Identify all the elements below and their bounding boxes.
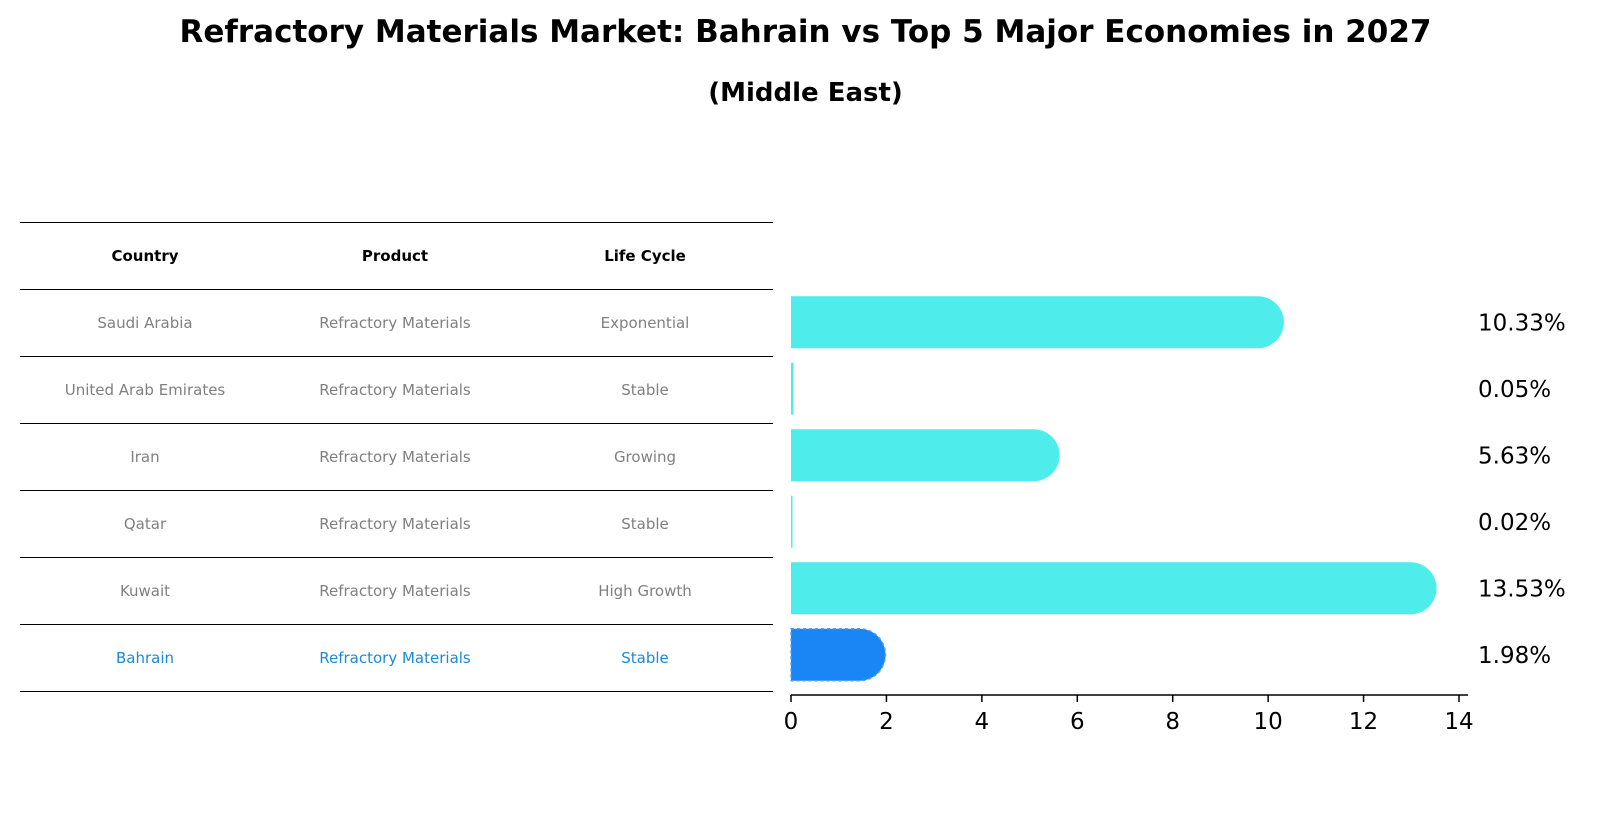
cell-country: Qatar [123,515,167,533]
bar [791,296,1284,349]
chart-title: Refractory Materials Market: Bahrain vs … [179,14,1432,50]
chart-subtitle: (Middle East) [708,78,903,108]
table-header-row: Country Product Life Cycle [20,222,773,289]
table-row: United Arab Emirates Refractory Material… [20,356,773,423]
bar [791,429,1060,482]
table-row: Kuwait Refractory Materials High Growth [20,557,773,624]
header-country: Country [111,247,179,265]
bar-value-label: 10.33% [1478,310,1566,336]
cell-life-cycle: Exponential [600,314,690,332]
x-tick-label: 4 [975,709,990,735]
bar-highlighted [790,628,887,682]
bar [791,495,793,548]
bar-value-label: 0.05% [1478,377,1551,403]
header-life-cycle: Life Cycle [604,247,686,265]
header-product: Product [361,247,429,265]
cell-product: Refractory Materials [319,649,471,667]
table-row: Iran Refractory Materials Growing [20,423,773,490]
cell-country: United Arab Emirates [64,381,226,399]
x-tick-label: 6 [1070,709,1085,735]
x-tick-label: 2 [879,709,894,735]
cell-country: Bahrain [115,649,175,667]
x-tick-label: 14 [1444,709,1473,735]
cell-life-cycle: Stable [621,649,669,667]
cell-country: Kuwait [119,582,171,600]
cell-life-cycle: Growing [613,448,677,466]
table-row: Qatar Refractory Materials Stable [20,490,773,557]
bar-value-label: 13.53% [1478,576,1566,602]
bar [791,362,794,415]
x-tick-label: 12 [1349,709,1378,735]
cell-product: Refractory Materials [319,515,471,533]
cell-country: Saudi Arabia [97,314,193,332]
cell-product: Refractory Materials [319,582,471,600]
table-row-highlighted: Bahrain Refractory Materials Stable [20,624,773,692]
bar [791,562,1437,615]
cell-life-cycle: Stable [621,515,669,533]
cell-life-cycle: High Growth [598,582,692,600]
cell-life-cycle: Stable [621,381,669,399]
bar-value-label: 0.02% [1478,510,1551,536]
x-tick-label: 10 [1254,709,1283,735]
cell-product: Refractory Materials [319,314,471,332]
cell-product: Refractory Materials [319,381,471,399]
x-tick-label: 8 [1165,709,1180,735]
cell-product: Refractory Materials [319,448,471,466]
bar-value-label: 1.98% [1478,643,1551,669]
x-tick-label: 0 [784,709,799,735]
bar-value-label: 5.63% [1478,443,1551,469]
market-table: Country Product Life Cycle Saudi Arabia … [20,222,773,692]
table-row: Saudi Arabia Refractory Materials Expone… [20,289,773,356]
cell-country: Iran [130,448,160,466]
